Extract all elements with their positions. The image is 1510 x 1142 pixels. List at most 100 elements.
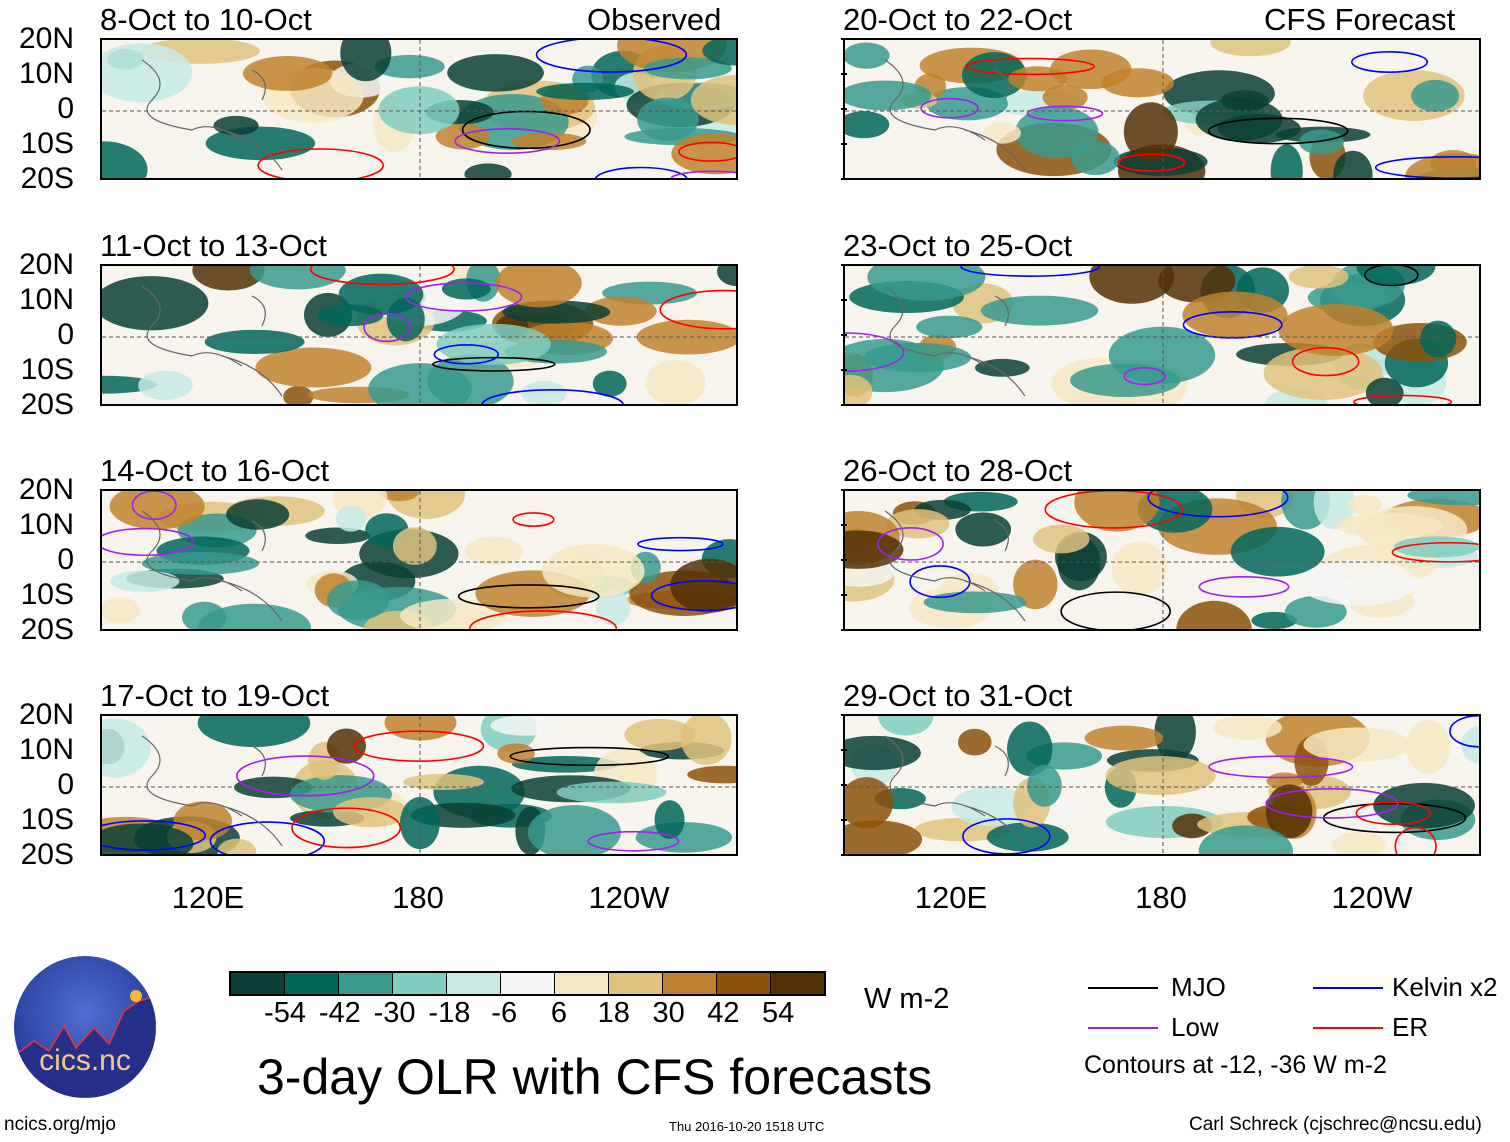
wave-contour xyxy=(1182,311,1283,339)
olr-anomaly-blob xyxy=(542,543,645,598)
olr-anomaly-blob xyxy=(427,354,514,404)
wave-contour xyxy=(1044,491,1183,529)
olr-anomaly-blob xyxy=(980,295,1099,326)
olr-anomaly-blob xyxy=(110,570,180,593)
wave-contour xyxy=(461,110,591,150)
olr-anomaly-blob xyxy=(335,505,367,532)
wave-contour xyxy=(1265,787,1399,819)
wave-contour xyxy=(587,830,680,852)
wave-contour xyxy=(965,57,1096,76)
wave-contour xyxy=(209,821,326,854)
olr-anomaly-blob xyxy=(1348,494,1382,515)
olr-anomaly-blob xyxy=(436,323,551,365)
colorbar-label: 18 xyxy=(597,997,630,1029)
olr-anomaly-blob xyxy=(1393,536,1479,558)
olr-anomaly-blob xyxy=(527,805,621,854)
olr-anomaly-blob xyxy=(378,491,420,502)
olr-map-panel xyxy=(843,714,1481,856)
olr-anomaly-blob xyxy=(585,296,657,326)
wave-contour xyxy=(1355,801,1432,826)
olr-anomaly-blob xyxy=(845,374,873,404)
olr-anomaly-blob xyxy=(702,40,736,66)
olr-anomaly-blob xyxy=(138,370,193,400)
wave-contour xyxy=(1449,716,1479,748)
wave-contour xyxy=(353,730,485,762)
wave-contour xyxy=(535,40,688,73)
olr-anomaly-blob xyxy=(464,536,524,566)
olr-anomaly-blob xyxy=(1089,266,1175,304)
lat-tick xyxy=(841,73,847,75)
olr-anomaly-blob xyxy=(1333,150,1373,178)
olr-anomaly-blob xyxy=(654,800,685,840)
colorbar-label: 6 xyxy=(550,997,568,1029)
olr-anomaly-blob xyxy=(1210,40,1291,57)
colorbar-swatch xyxy=(717,973,771,994)
olr-anomaly-blob xyxy=(338,273,424,316)
wave-contour xyxy=(920,97,979,119)
olr-anomaly-blob xyxy=(845,80,932,111)
olr-anomaly-blob xyxy=(982,122,1021,144)
olr-anomaly-blob xyxy=(1251,611,1297,629)
olr-anomaly-blob xyxy=(1111,541,1168,595)
olr-anomaly-blob xyxy=(1298,560,1418,606)
olr-anomaly-blob xyxy=(226,499,290,530)
olr-anomaly-blob xyxy=(916,315,983,339)
olr-anomaly-blob xyxy=(1284,595,1347,628)
olr-anomaly-blob xyxy=(1265,784,1313,839)
olr-anomaly-blob xyxy=(403,773,484,791)
coastline xyxy=(884,59,1026,171)
wave-contour xyxy=(960,266,1101,277)
wave-contour xyxy=(659,289,736,330)
lon-label: 180 xyxy=(392,880,444,915)
wave-contour xyxy=(432,356,556,372)
wave-contour xyxy=(962,818,1051,854)
coastline xyxy=(141,735,283,847)
legend-mjo-label: MJO xyxy=(1171,972,1226,1002)
wave-contour xyxy=(1026,105,1104,122)
colorbar-label: -54 xyxy=(264,997,306,1029)
panel-title: 17-Oct to 19-Oct xyxy=(100,678,330,713)
olr-anomaly-blob xyxy=(1405,153,1479,178)
wave-contour xyxy=(594,166,688,178)
footer-url[interactable]: ncics.org/mjo xyxy=(4,1114,116,1135)
olr-anomaly-blob xyxy=(845,820,923,854)
wave-contour xyxy=(309,266,455,286)
lat-tick xyxy=(841,749,847,751)
olr-map-panel xyxy=(843,264,1481,406)
olr-anomaly-blob xyxy=(643,57,732,80)
lat-label: 10S xyxy=(20,578,74,611)
legend-er-label: ER xyxy=(1392,1012,1429,1042)
lat-tick xyxy=(841,38,847,40)
olr-anomaly-blob xyxy=(1123,102,1178,162)
olr-anomaly-blob xyxy=(1007,721,1053,777)
lat-label: 10N xyxy=(18,57,74,90)
wave-contour xyxy=(291,807,402,849)
coastline xyxy=(884,285,1026,397)
olr-anomaly-blob xyxy=(204,329,305,354)
colorbar-label: -30 xyxy=(373,997,416,1029)
colorbar-units: W m-2 xyxy=(864,983,950,1015)
olr-anomaly-blob xyxy=(1105,756,1216,795)
olr-anomaly-blob xyxy=(447,54,544,92)
olr-anomaly-blob xyxy=(923,591,1027,614)
colorbar-swatch xyxy=(663,973,717,994)
olr-anomaly-blob xyxy=(1182,291,1288,339)
wave-contour xyxy=(405,282,523,312)
lat-tick xyxy=(841,629,847,631)
lat-label: 20S xyxy=(20,838,74,871)
lat-tick xyxy=(841,489,847,491)
lat-tick xyxy=(841,334,847,336)
logo-text: cics.nc xyxy=(39,1044,131,1077)
wave-contour xyxy=(1394,826,1437,854)
wave-contour xyxy=(257,148,384,178)
lat-label: 20N xyxy=(18,698,74,731)
panel-title: 26-Oct to 28-Oct xyxy=(843,453,1073,488)
legend-kelvin-line xyxy=(1313,987,1383,989)
olr-anomaly-blob xyxy=(845,111,890,139)
olr-anomaly-blob xyxy=(1278,304,1394,356)
observed-label: Observed xyxy=(587,2,722,37)
forecast-label: CFS Forecast xyxy=(1264,2,1456,37)
olr-anomaly-blob xyxy=(957,728,992,756)
mountain-icon xyxy=(14,990,156,1098)
olr-anomaly-blob xyxy=(1176,600,1252,629)
